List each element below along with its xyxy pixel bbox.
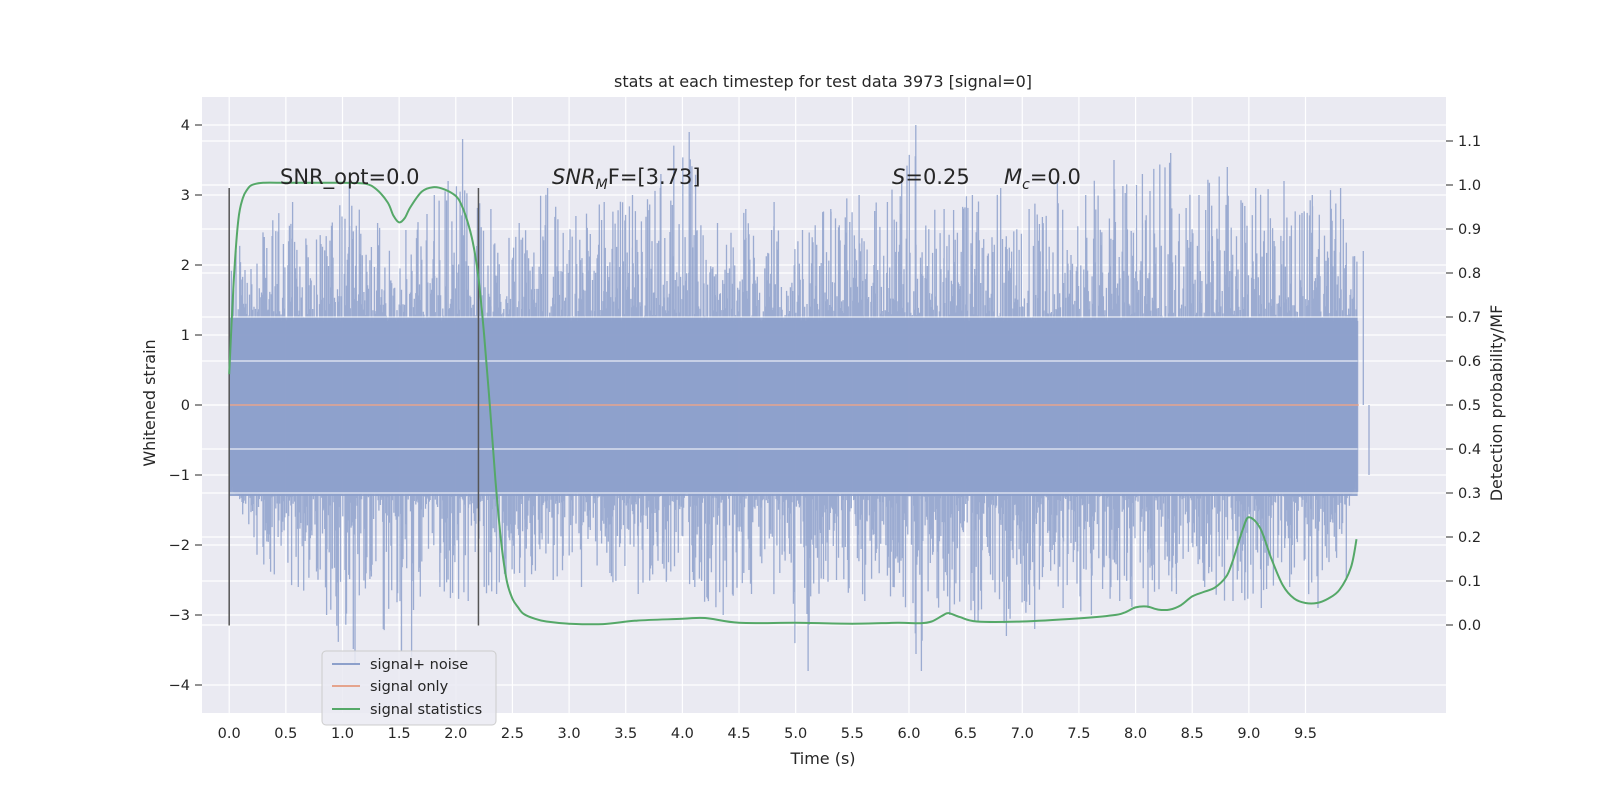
- x-tick-label: 5.5: [841, 726, 864, 742]
- series-signal-plus-noise: [228, 125, 1370, 671]
- annotation-s-value: =0.25: [905, 165, 969, 189]
- x-axis-ticks: 0.0 0.5 1.0 1.5 2.0 2.5 3.0 3.5 4.0 4.5 5.0 5.5 6.0 6…: [218, 726, 1317, 742]
- annotation-mc: Mc=0.0: [1004, 165, 1081, 193]
- legend: signal+ noise signal only signal statist…: [321, 650, 497, 726]
- x-tick-label: 4.0: [671, 726, 694, 742]
- annotation-snr-mf-subscript: M: [596, 177, 608, 193]
- x-tick-label: 9.0: [1237, 726, 1260, 742]
- y2-axis-label: Detection probability/MF: [1487, 305, 1506, 502]
- y-tick-label: −2: [169, 538, 190, 554]
- y2-tick-label: 0.6: [1458, 354, 1481, 370]
- annotation-mc-value: =0.0: [1030, 165, 1081, 189]
- y-tick-label: 4: [181, 118, 190, 134]
- annotation-snr-opt: SNR_opt=0.0: [280, 165, 420, 190]
- x-tick-label: 1.5: [388, 726, 411, 742]
- y-tick-label: 1: [181, 328, 190, 344]
- x-tick-label: 6.5: [954, 726, 977, 742]
- y2-tick-label: 0.8: [1458, 266, 1481, 282]
- x-tick-label: 1.0: [331, 726, 354, 742]
- y-tick-label: −3: [169, 608, 190, 624]
- x-tick-label: 0.0: [218, 726, 241, 742]
- y2-tick-label: 0.1: [1458, 574, 1481, 590]
- annotation-snr-mf-value: F=[3.73]: [608, 165, 701, 189]
- annotation-mc-label: M: [1004, 165, 1022, 189]
- y2-tick-label: 0.7: [1458, 310, 1481, 326]
- y2-tick-label: 1.0: [1458, 178, 1481, 194]
- annotation-s: S=0.25: [892, 165, 970, 189]
- legend-label-stat: signal statistics: [370, 702, 482, 718]
- y-tick-label: 2: [181, 258, 190, 274]
- y-axis-label: Whitened strain: [140, 339, 159, 466]
- x-tick-label: 9.5: [1294, 726, 1317, 742]
- x-tick-label: 7.0: [1011, 726, 1034, 742]
- y2-tick-label: 0.9: [1458, 222, 1481, 238]
- y2-tick-label: 0.0: [1458, 618, 1481, 634]
- x-tick-label: 8.0: [1124, 726, 1147, 742]
- x-tick-label: 6.0: [897, 726, 920, 742]
- legend-label-noise: signal+ noise: [370, 657, 468, 673]
- y-tick-label: −1: [169, 468, 190, 484]
- y2-tick-label: 0.3: [1458, 486, 1481, 502]
- y-tick-label: 3: [181, 188, 190, 204]
- annotation-s-label: S: [892, 165, 905, 189]
- legend-label-signal: signal only: [370, 679, 449, 695]
- annotation-snr-mf: SNRMF=[3.73]: [552, 165, 701, 193]
- y2-tick-label: 0.5: [1458, 398, 1481, 414]
- x-tick-label: 3.5: [614, 726, 637, 742]
- y2-axis-ticks: 1.1 1.0 0.9 0.8 0.7 0.6 0.5 0.4 0.3 0.2 0.1 0.0: [1446, 134, 1481, 634]
- x-tick-label: 2.0: [444, 726, 467, 742]
- y-axis-ticks: 4 3 2 1 0 −1 −2 −3 −4: [169, 118, 202, 694]
- x-tick-label: 5.0: [784, 726, 807, 742]
- x-tick-label: 8.5: [1181, 726, 1204, 742]
- y-tick-label: 0: [181, 398, 190, 414]
- x-tick-label: 3.0: [558, 726, 581, 742]
- y-tick-label: −4: [169, 678, 190, 694]
- x-tick-label: 0.5: [274, 726, 297, 742]
- y2-tick-label: 0.4: [1458, 442, 1481, 458]
- y2-tick-label: 1.1: [1458, 134, 1481, 150]
- x-tick-label: 4.5: [727, 726, 750, 742]
- annotation-mc-subscript: c: [1022, 177, 1030, 193]
- vertical-markers: [228, 188, 480, 626]
- y2-tick-label: 0.2: [1458, 530, 1481, 546]
- x-tick-label: 7.5: [1067, 726, 1090, 742]
- signal-statistics-line: [228, 181, 1358, 626]
- annotation-snr-mf-label: SNR: [552, 165, 596, 189]
- x-axis-label: Time (s): [789, 749, 855, 768]
- legend-box: [321, 650, 497, 726]
- x-tick-label: 2.5: [501, 726, 524, 742]
- chart-title: stats at each timestep for test data 397…: [614, 72, 1032, 91]
- series-signal-statistics: [228, 181, 1358, 626]
